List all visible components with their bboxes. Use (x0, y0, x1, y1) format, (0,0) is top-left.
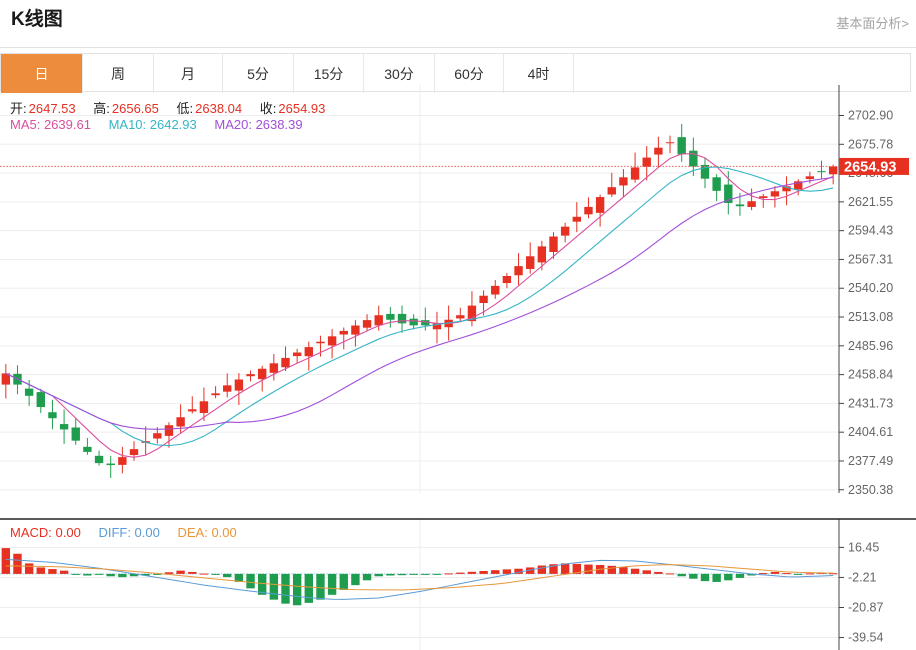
svg-text:-2.21: -2.21 (848, 570, 877, 584)
svg-text:-39.54: -39.54 (848, 631, 883, 645)
svg-text:16.45: 16.45 (848, 540, 879, 554)
svg-text:-20.87: -20.87 (848, 600, 883, 614)
